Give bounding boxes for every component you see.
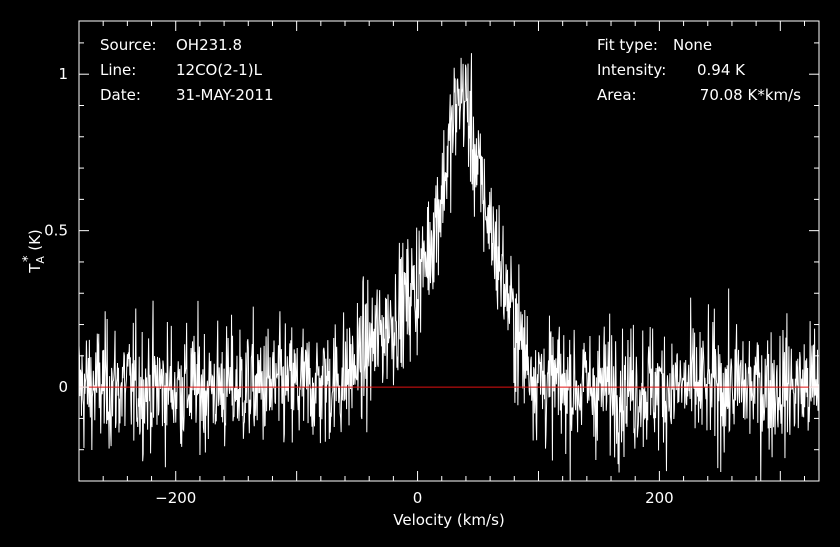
y-axis-title-sup: * [21, 255, 36, 262]
x-tick-label: −200 [155, 489, 196, 507]
intensity-value: 0.94 K [697, 61, 746, 79]
info-panel-right: Fit type: None Intensity: 0.94 K Area: 7… [597, 36, 801, 104]
y-axis-title-sub: A [34, 256, 47, 264]
x-tick-label: 0 [413, 489, 423, 507]
y-axis-title: TA* (K) [21, 229, 47, 274]
date-label: Date: [100, 86, 141, 104]
y-tick-label: 0.5 [44, 222, 68, 240]
area-label: Area: [597, 86, 637, 104]
fit-type-label: Fit type: [597, 36, 658, 54]
y-tick-label: 1 [58, 65, 68, 83]
plot-frame [78, 20, 820, 482]
x-axis-title: Velocity (km/s) [393, 511, 504, 529]
intensity-label: Intensity: [597, 61, 666, 79]
axis-ticks [78, 21, 819, 482]
y-axis-title-main: T [26, 263, 44, 274]
source-label: Source: [100, 36, 157, 54]
area-value: 70.08 K*km/s [700, 86, 801, 104]
fit-type-value: None [673, 36, 712, 54]
date-value: 31-MAY-2011 [176, 86, 274, 104]
line-value: 12CO(2-1)L [176, 61, 263, 79]
spectrum-series-line [79, 53, 819, 481]
y-axis-title-unit: (K) [26, 229, 44, 255]
info-panel-left: Source: OH231.8 Line: 12CO(2-1)L Date: 3… [100, 36, 274, 104]
x-tick-label: 200 [645, 489, 674, 507]
line-label: Line: [100, 61, 136, 79]
source-value: OH231.8 [176, 36, 242, 54]
y-tick-label: 0 [58, 378, 68, 396]
